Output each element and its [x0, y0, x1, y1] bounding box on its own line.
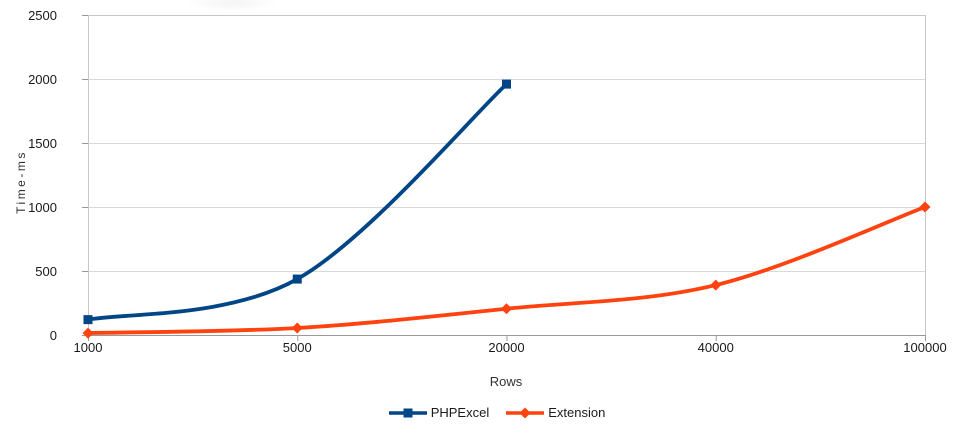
y-axis-title: Time-ms [14, 150, 28, 214]
screenshot-artifact-smudge [185, 0, 280, 12]
y-tick-label: 1000 [28, 199, 57, 215]
legend-item-extension: Extension [505, 405, 605, 420]
data-point-phpexcel [83, 315, 93, 325]
x-tick-label: 20000 [488, 340, 525, 355]
legend-square-marker-icon [388, 408, 427, 417]
data-point-phpexcel [292, 274, 302, 284]
data-point-extension [501, 303, 512, 315]
legend-label: Extension [548, 405, 606, 420]
data-point-extension [291, 322, 303, 334]
x-tick-label: 100000 [903, 340, 947, 355]
data-point-phpexcel [502, 79, 511, 89]
y-tick-label: 2500 [28, 7, 57, 23]
x-tick-label: 40000 [697, 340, 734, 355]
legend-item-phpexcel: PHPExcel [388, 405, 490, 420]
y-tick-label: 1500 [28, 135, 57, 151]
data-point-extension [919, 201, 931, 213]
chart-legend: PHPExcel Extension [18, 405, 957, 420]
y-tick-label: 0 [49, 327, 57, 343]
y-tick-label: 500 [35, 263, 57, 279]
legend-label: PHPExcel [430, 405, 490, 420]
x-tick-label: 5000 [282, 340, 312, 355]
x-tick-label: 1000 [73, 340, 103, 355]
data-point-extension [82, 327, 94, 339]
x-axis-title: Rows [489, 374, 523, 389]
data-point-extension [710, 279, 722, 291]
legend-diamond-marker-icon [506, 407, 545, 418]
y-tick-label: 2000 [28, 71, 57, 87]
series-line-phpexcel [86, 82, 509, 322]
plot-border [88, 15, 926, 336]
